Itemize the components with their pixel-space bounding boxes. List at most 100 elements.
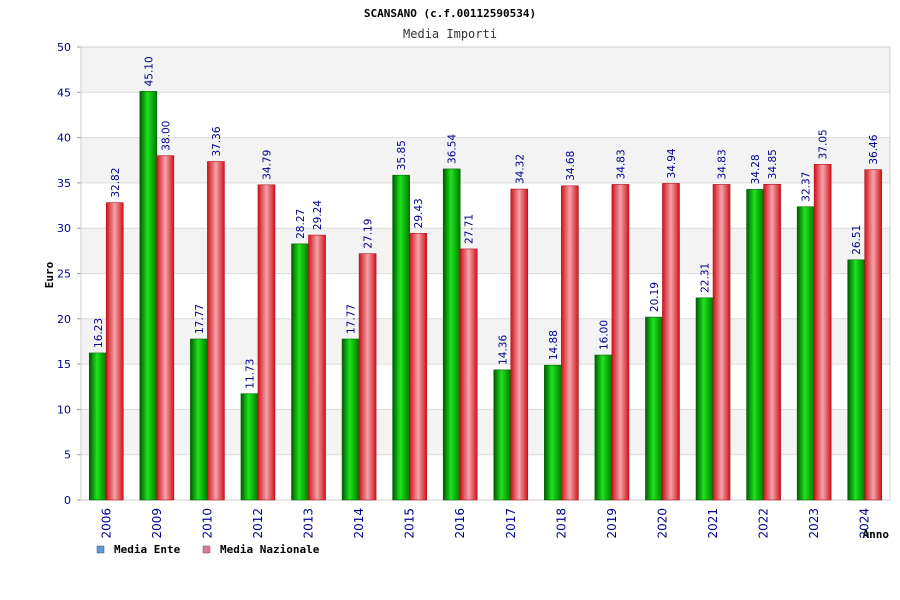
y-tick-label: 25 <box>57 268 71 281</box>
data-label: 14.88 <box>548 330 560 360</box>
data-label: 37.36 <box>211 126 223 156</box>
x-tick-label: 2024 <box>858 508 872 539</box>
plot-border <box>80 46 891 501</box>
data-label: 45.10 <box>143 56 155 86</box>
x-tick-label: 2014 <box>352 508 366 539</box>
data-label: 26.51 <box>851 225 863 255</box>
y-tick-label: 15 <box>57 358 71 371</box>
bar-media-ente <box>594 354 613 501</box>
bar-media-nazionale <box>358 253 377 501</box>
bar-media-nazionale <box>864 169 883 501</box>
x-tick-label: 2013 <box>302 508 316 539</box>
data-label: 34.28 <box>750 154 762 184</box>
legend-label: Media Ente <box>114 543 181 556</box>
bar-media-nazionale <box>105 202 124 501</box>
bar-media-ente <box>291 243 309 501</box>
x-tick-label: 2009 <box>150 508 164 539</box>
x-tick-label: 2012 <box>251 508 265 539</box>
x-tick-label: 2020 <box>655 508 669 539</box>
data-label: 34.79 <box>261 150 273 180</box>
bar-media-ente <box>746 189 764 501</box>
bar-media-nazionale <box>308 234 326 501</box>
y-tick-label: 30 <box>57 222 71 235</box>
data-label: 11.73 <box>244 359 256 389</box>
bar-media-ente <box>847 259 866 501</box>
bar-media-ente <box>341 338 360 501</box>
data-label: 29.43 <box>413 198 425 228</box>
data-label: 34.83 <box>615 149 627 179</box>
x-tick-label: 2019 <box>605 508 619 539</box>
data-label: 38.00 <box>160 121 172 151</box>
data-label: 27.19 <box>363 219 375 249</box>
data-label: 36.46 <box>868 134 880 164</box>
x-tick-label: 2010 <box>200 508 214 539</box>
data-label: 27.71 <box>464 214 476 244</box>
data-label: 16.00 <box>598 320 610 350</box>
data-label: 32.82 <box>110 168 122 198</box>
y-tick-label: 35 <box>57 177 71 190</box>
bar-media-nazionale <box>763 183 781 501</box>
x-tick-label: 2018 <box>554 508 568 539</box>
bar-media-ente <box>88 352 107 501</box>
legend-label: Media Nazionale <box>220 543 320 556</box>
x-tick-label: 2021 <box>706 508 720 539</box>
bar-media-nazionale <box>257 184 276 501</box>
data-label: 17.77 <box>346 304 358 334</box>
bar-media-ente <box>240 393 259 501</box>
data-label: 29.24 <box>312 200 324 230</box>
data-label: 34.85 <box>767 149 779 179</box>
data-label: 20.19 <box>649 282 661 312</box>
bar-media-nazionale <box>207 161 225 501</box>
bar-media-ente <box>190 338 208 501</box>
plot-area: 0 5 10 15 20 25 30 35 40 45 50 16.23 32.82 2006 45.10 3… <box>57 41 891 539</box>
bar-media-ente <box>493 369 512 501</box>
y-tick-label: 45 <box>57 86 71 99</box>
x-tick-label: 2015 <box>403 508 417 539</box>
data-label: 17.77 <box>194 304 206 334</box>
legend: Media Ente Media Nazionale <box>96 543 320 556</box>
data-label: 36.54 <box>447 134 459 164</box>
bar-media-ente <box>695 297 714 501</box>
legend-swatch-media-nazionale <box>202 545 211 554</box>
data-label: 32.37 <box>801 172 813 202</box>
y-tick-label: 50 <box>57 41 71 54</box>
y-axis-label: Euro <box>43 261 56 288</box>
grid-band <box>81 47 890 93</box>
y-tick-label: 10 <box>57 403 71 416</box>
bar-media-ente <box>544 364 562 501</box>
data-label: 34.68 <box>565 151 577 181</box>
bar-media-nazionale <box>662 183 680 501</box>
data-label: 37.05 <box>818 129 830 159</box>
x-tick-label: 2006 <box>99 508 113 539</box>
y-tick-label: 0 <box>64 494 71 507</box>
x-tick-label: 2022 <box>757 508 771 539</box>
data-label: 34.94 <box>666 148 678 178</box>
bar-media-nazionale <box>611 184 630 501</box>
bar-media-ente <box>442 168 461 501</box>
data-label: 35.85 <box>396 140 408 170</box>
data-label: 14.36 <box>497 335 509 365</box>
chart-subtitle: Media Importi <box>403 27 497 41</box>
x-tick-label: 2023 <box>807 508 821 539</box>
bar-media-nazionale <box>813 164 832 501</box>
x-axis-label: Anno <box>863 528 890 541</box>
chart-title: SCANSANO (c.f.00112590534) <box>364 7 536 20</box>
bar-media-nazionale <box>510 188 529 501</box>
bar-media-nazionale <box>156 155 175 501</box>
bar-media-nazionale <box>712 184 731 501</box>
data-label: 34.83 <box>717 149 729 179</box>
grid-band <box>81 92 890 138</box>
data-label: 16.23 <box>93 318 105 348</box>
y-tick-label: 40 <box>57 132 71 145</box>
y-tick-label: 20 <box>57 313 71 326</box>
bar-media-ente <box>139 91 158 501</box>
bar-media-nazionale <box>459 248 478 501</box>
y-tick-label: 5 <box>64 449 71 462</box>
bar-media-ente <box>796 206 815 501</box>
bar-media-nazionale <box>561 185 579 501</box>
bar-media-ente <box>645 316 663 501</box>
data-label: 22.31 <box>700 263 712 293</box>
legend-swatch-media-ente <box>96 545 105 554</box>
x-tick-label: 2016 <box>453 508 467 539</box>
